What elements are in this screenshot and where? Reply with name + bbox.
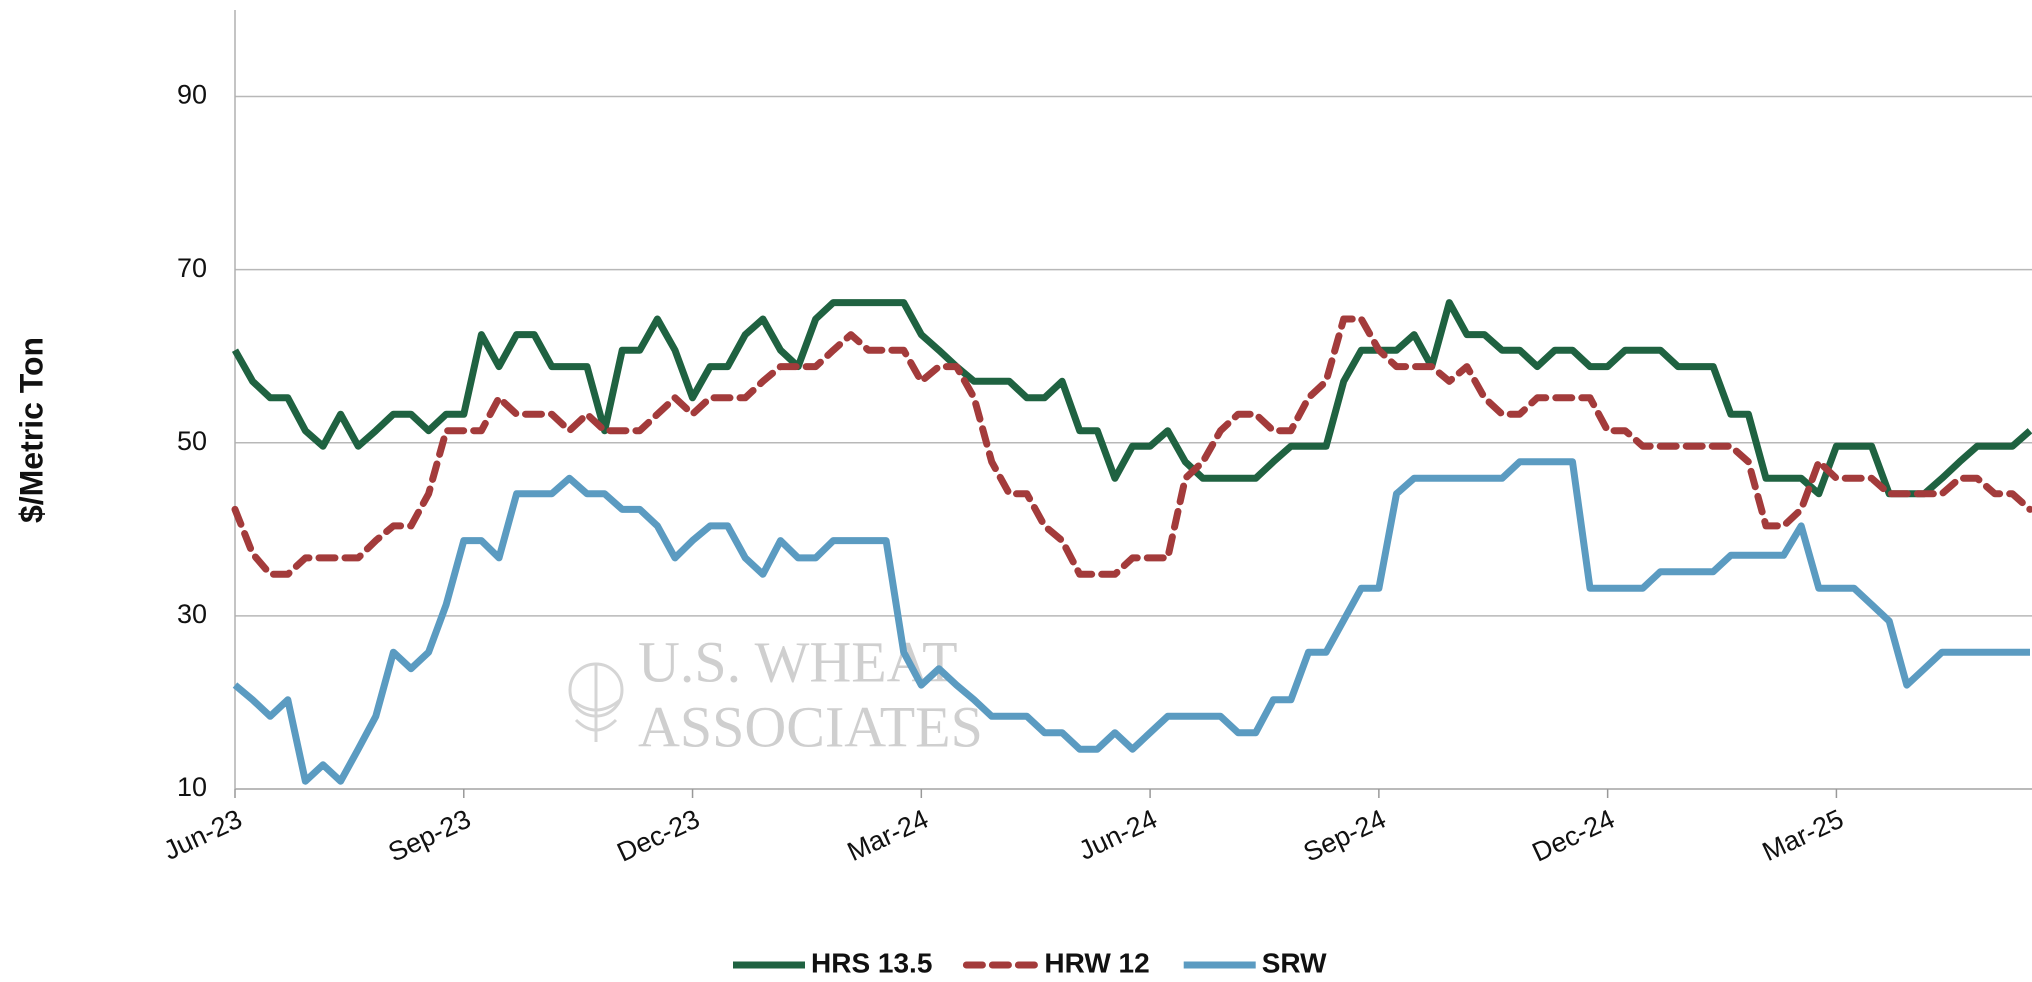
x-tick-label: Dec-24: [1528, 804, 1620, 868]
x-tick-label: Jun-24: [1074, 804, 1162, 866]
x-tick-label: Sep-23: [384, 804, 476, 868]
watermark-logo: [568, 662, 624, 718]
y-tick-label: 90: [177, 80, 207, 110]
y-tick-label: 10: [177, 772, 207, 802]
x-tick-label: Dec-23: [613, 804, 705, 868]
y-axis-label: $/Metric Ton: [13, 337, 49, 523]
series-line: [232, 458, 2030, 785]
legend-label: SRW: [1262, 947, 1327, 978]
x-tick-label: Mar-25: [1758, 804, 1848, 867]
watermark-text: ASSOCIATES: [638, 694, 983, 759]
x-tick-label: Jun-23: [159, 804, 247, 866]
y-tick-label: 50: [177, 426, 207, 456]
legend: HRS 13.5 HRW 12 SRW: [733, 947, 1327, 978]
x-tick-label: Mar-24: [843, 804, 933, 867]
y-tick-label: 70: [177, 253, 207, 283]
series-line: [231, 299, 2032, 498]
watermark: U.S. WHEAT ASSOCIATES: [568, 629, 983, 759]
x-tick-label: Sep-24: [1299, 804, 1391, 868]
series-line: [231, 315, 2032, 578]
legend-label: HRS 13.5: [811, 947, 932, 978]
legend-label: HRW 12: [1044, 947, 1149, 978]
watermark-logo: [571, 664, 621, 742]
y-tick-label: 30: [177, 599, 207, 629]
